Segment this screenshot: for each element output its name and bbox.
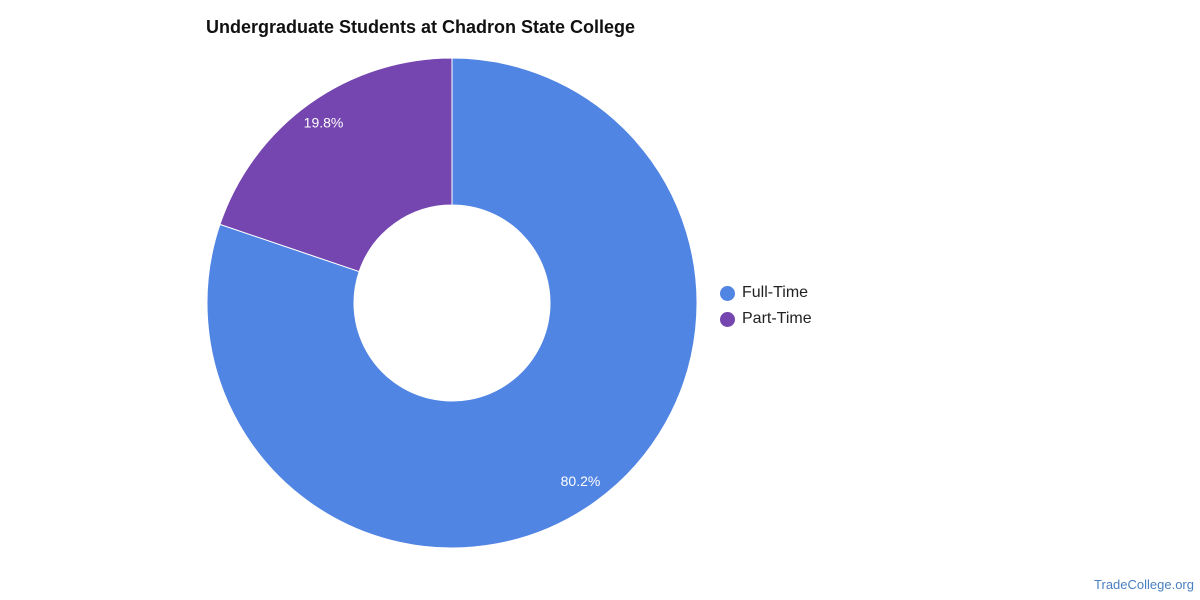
legend: Full-Time Part-Time	[720, 280, 812, 332]
legend-label-part-time: Part-Time	[742, 310, 812, 327]
legend-swatch-full-time	[720, 285, 735, 301]
legend-label-full-time: Full-Time	[742, 284, 809, 301]
slice-labels: 80.2% 19.8%	[304, 115, 601, 489]
donut-slices	[206, 57, 698, 549]
slice-part-time[interactable]	[219, 57, 453, 273]
legend-swatch-part-time	[720, 311, 735, 327]
legend-item-full-time[interactable]: Full-Time	[720, 280, 812, 306]
data-label-full-time: 80.2%	[561, 473, 601, 489]
data-label-part-time: 19.8%	[304, 115, 344, 131]
slice-full-time[interactable]	[206, 57, 698, 549]
brand-link[interactable]: TradeCollege.org	[1094, 577, 1194, 592]
legend-item-part-time[interactable]: Part-Time	[720, 306, 812, 332]
chart-title: Undergraduate Students at Chadron State …	[206, 17, 636, 37]
